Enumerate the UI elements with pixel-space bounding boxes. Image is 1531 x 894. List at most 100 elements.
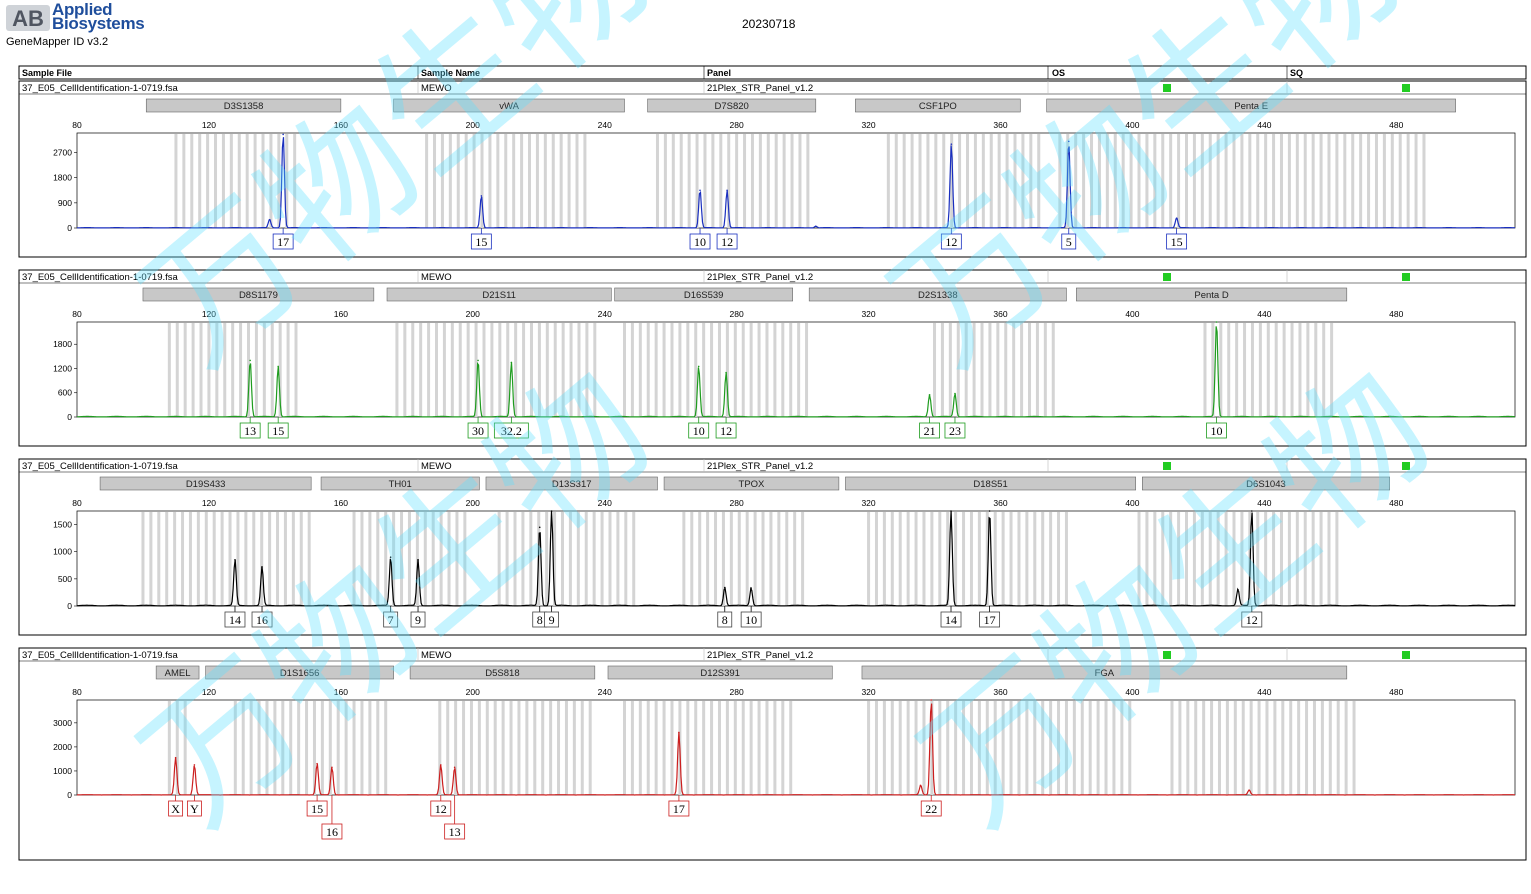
- allele-call-label: 22: [925, 802, 937, 816]
- allele-call-box: [272, 233, 294, 250]
- x-tick-label: 440: [1257, 309, 1271, 319]
- marker-label: CSF1PO: [919, 101, 957, 112]
- x-tick-label: 160: [334, 309, 348, 319]
- x-tick-label: 400: [1125, 309, 1139, 319]
- allele-bins: [167, 323, 1334, 417]
- marker-d6s1043: D6S1043: [1142, 476, 1390, 491]
- panel-frame: [18, 269, 1527, 447]
- marker-label: AMEL: [165, 668, 191, 679]
- allele-call-box: [689, 233, 711, 250]
- x-tick-label: 160: [334, 498, 348, 508]
- allele-call: 16: [321, 795, 343, 840]
- marker-tpox: TPOX: [663, 476, 840, 491]
- sample-file-value: 37_E05_CellIdentification-1-0719.fsa: [22, 650, 179, 661]
- panel-3: 37_E05_CellIdentification-1-0719.fsa MEWO…: [18, 458, 1527, 636]
- marker-bar: [409, 665, 596, 680]
- allele-call: 10: [740, 606, 762, 628]
- allele-call: 30: [467, 417, 489, 439]
- allele-call-label: 15: [311, 802, 323, 816]
- os-status-indicator: [1163, 651, 1171, 659]
- y-tick-label: 0: [67, 223, 72, 233]
- peak-point: [282, 133, 284, 136]
- y-tick-label: 1800: [53, 339, 72, 349]
- peak-point: [726, 189, 728, 192]
- x-tick-label: 360: [993, 120, 1007, 130]
- x-tick-label: 80: [72, 498, 82, 508]
- allele-call-label: 8: [537, 613, 543, 627]
- trace-line: [77, 510, 1515, 607]
- allele-call-box: [940, 233, 962, 250]
- panel-value: 21Plex_STR_Panel_v1.2: [707, 272, 813, 283]
- marker-csf1po: CSF1PO: [855, 98, 1021, 113]
- sample-file-value: 37_E05_CellIdentification-1-0719.fsa: [22, 461, 179, 472]
- marker-label: D13S317: [552, 479, 592, 490]
- plot-area: [76, 132, 1516, 229]
- marker-label: D7S820: [715, 101, 749, 112]
- allele-call: 12: [715, 417, 737, 439]
- x-tick-label: 280: [730, 120, 744, 130]
- marker-label: FGA: [1095, 668, 1115, 679]
- marker-fga: FGA: [861, 665, 1348, 680]
- brand-line-1: Applied: [52, 0, 113, 19]
- marker-bar: [647, 98, 817, 113]
- marker-label: D19S433: [186, 479, 226, 490]
- marker-bar: [99, 476, 312, 491]
- allele-call-label: 12: [1246, 613, 1258, 627]
- x-tick-label: 360: [993, 498, 1007, 508]
- x-tick-label: 120: [202, 687, 216, 697]
- os-status-indicator: [1163, 273, 1171, 281]
- table-header-panel: Panel: [707, 68, 731, 78]
- table-header-row: [18, 65, 1527, 80]
- peak-point: [193, 764, 196, 766]
- marker-label: D2S1338: [918, 290, 958, 301]
- peak-point: [277, 365, 279, 368]
- sample-file-value: 37_E05_CellIdentification-1-0719.fsa: [22, 272, 179, 283]
- x-tick-label: 440: [1257, 687, 1271, 697]
- peak-point: [174, 756, 177, 759]
- allele-call: 10: [688, 417, 710, 439]
- allele-call-label: 15: [272, 424, 284, 438]
- marker-bar: [393, 98, 625, 113]
- allele-call-label: 15: [475, 235, 487, 249]
- x-tick-label: 160: [334, 687, 348, 697]
- allele-call: X: [168, 795, 184, 817]
- sq-status-indicator: [1402, 84, 1410, 92]
- allele-call-box: [1206, 422, 1227, 439]
- x-tick-label: 320: [861, 687, 875, 697]
- peak-point: [1175, 217, 1178, 220]
- peak-point: [697, 365, 700, 368]
- peak-point: [930, 699, 933, 701]
- marker-label: D18S51: [973, 479, 1007, 490]
- x-tick-label: 320: [861, 498, 875, 508]
- x-tick-label: 280: [730, 309, 744, 319]
- y-tick-label: 2700: [53, 148, 72, 158]
- x-tick-label: 320: [861, 309, 875, 319]
- x-tick-label: 360: [993, 309, 1007, 319]
- marker-bar: [1142, 476, 1390, 491]
- peak-point: [1215, 321, 1218, 323]
- peak-point: [480, 195, 483, 197]
- allele-call-label: 16: [256, 613, 268, 627]
- marker-label: D12S391: [700, 668, 740, 679]
- allele-call: 5: [1061, 228, 1077, 250]
- allele-call: 10: [689, 228, 711, 250]
- allele-call-label: 30: [472, 424, 484, 438]
- x-tick-label: 80: [72, 309, 82, 319]
- table-header-os: OS: [1052, 68, 1065, 78]
- marker-label: D1S1656: [280, 668, 320, 679]
- sample-name-value: MEWO: [421, 83, 452, 94]
- x-tick-label: 160: [334, 120, 348, 130]
- panel-value: 21Plex_STR_Panel_v1.2: [707, 83, 813, 94]
- allele-call: 14: [940, 606, 962, 628]
- allele-call-box: [1061, 233, 1077, 250]
- allele-call-label: 10: [1211, 424, 1223, 438]
- marker-amel: AMEL: [155, 665, 200, 680]
- allele-call-box: [716, 233, 738, 250]
- y-tick-label: 0: [67, 790, 72, 800]
- x-tick-label: 80: [72, 120, 82, 130]
- x-tick-label: 200: [466, 498, 480, 508]
- peak-point: [950, 143, 953, 145]
- peak-point: [268, 218, 271, 221]
- x-tick-label: 440: [1257, 120, 1271, 130]
- x-tick-label: 240: [598, 309, 612, 319]
